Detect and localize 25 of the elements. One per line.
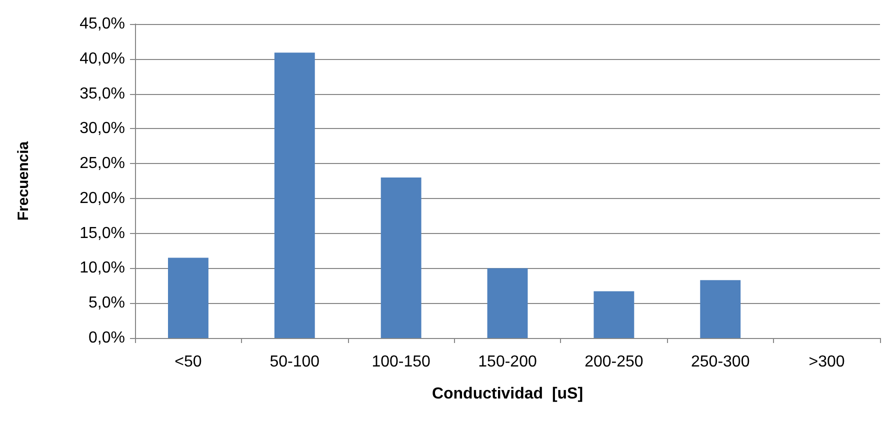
x-tick-label: <50 xyxy=(174,354,202,370)
y-tick-label: 40,0% xyxy=(80,50,125,68)
y-axis-title: Frecuencia xyxy=(15,140,32,221)
x-tick-label: 150-200 xyxy=(478,354,537,370)
bar xyxy=(274,52,315,338)
bar xyxy=(168,258,208,338)
y-tick-label: 30,0% xyxy=(80,120,125,138)
bar xyxy=(700,280,741,338)
y-tick-label: 25,0% xyxy=(80,155,125,172)
y-tick-label: 5,0% xyxy=(88,294,125,312)
y-tick-label: 20,0% xyxy=(80,190,125,207)
bar xyxy=(594,291,634,338)
x-axis-title: Conductividad [uS] xyxy=(432,386,584,402)
x-tick-label: >300 xyxy=(808,354,845,370)
y-tick-label: 45,0% xyxy=(80,16,125,32)
x-tick-label: 50-100 xyxy=(270,354,320,370)
x-tick-label: 200-250 xyxy=(584,354,644,370)
bar xyxy=(380,178,422,338)
y-tick-label: 10,0% xyxy=(80,260,125,277)
x-tick-label: 250-300 xyxy=(691,354,750,370)
y-tick-label: 0,0% xyxy=(88,330,125,346)
y-tick-label: 15,0% xyxy=(80,224,125,242)
y-tick-label: 35,0% xyxy=(80,85,125,102)
bar xyxy=(487,268,528,338)
x-tick-label: 100-150 xyxy=(372,354,431,370)
